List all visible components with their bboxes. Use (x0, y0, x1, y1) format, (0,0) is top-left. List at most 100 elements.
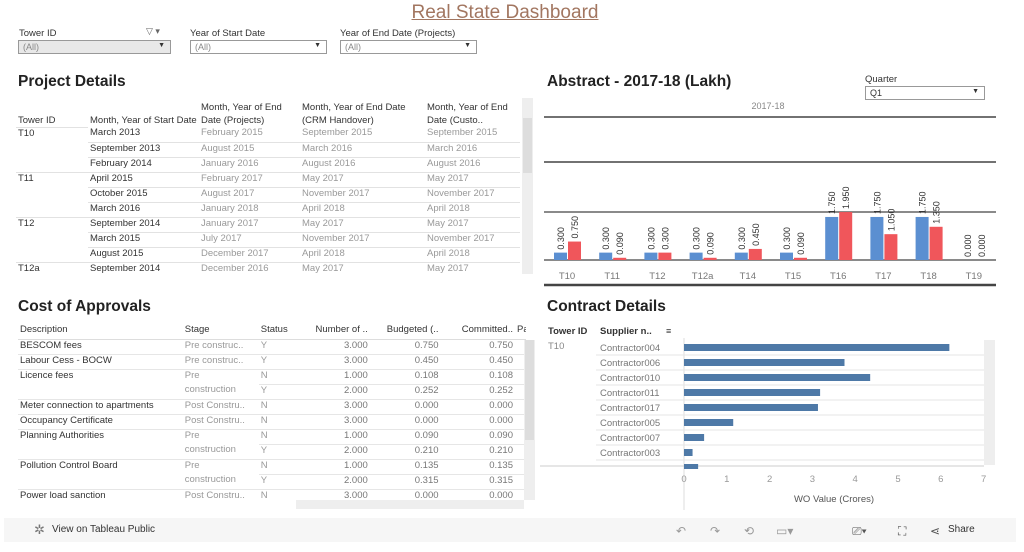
table-cell: Meter connection to apartments (18, 399, 183, 415)
table-cell: 0.252 (440, 384, 515, 400)
bar-T12a-1[interactable] (703, 257, 717, 260)
project-details-table[interactable]: Tower ID Month, Year of Start Date Month, … (16, 97, 520, 275)
bar-T11-0[interactable] (599, 252, 613, 260)
bar-Contractor017[interactable] (684, 404, 818, 411)
bar-T10-1[interactable] (568, 241, 581, 260)
table-row: September 2013 August 2015 March 2016 March… (16, 142, 520, 158)
cost-of-approvals-hscrollbar[interactable] (296, 500, 524, 509)
table-cell: Y (258, 474, 295, 490)
redo-icon[interactable]: ↷ (710, 524, 721, 538)
column-header[interactable]: Committed.. (440, 324, 515, 340)
bar-Contractor007[interactable] (684, 434, 705, 441)
bar-Contractor006[interactable] (684, 359, 845, 366)
bar-T17-0[interactable] (870, 216, 884, 260)
share-icon[interactable]: ⋖ (930, 524, 941, 538)
table-cell: July 2017 (199, 232, 300, 248)
bar-T18-0[interactable] (915, 216, 929, 260)
filter-value: Q1 (870, 88, 883, 98)
supplier-label: Contractor017 (600, 403, 660, 414)
bar-Contractor003[interactable] (684, 449, 693, 456)
filter-value: (All) (345, 42, 361, 52)
tower-id-filter[interactable]: (All) ▼ (18, 40, 171, 54)
table-cell: Pre construc.. (182, 354, 259, 370)
bar-T14-1[interactable] (748, 248, 762, 260)
column-header[interactable]: Month, Year of End Date (CRM Handover) (302, 102, 406, 126)
bar-T14-0[interactable] (734, 252, 748, 260)
project-details-scrollbar[interactable] (522, 98, 533, 274)
column-header[interactable]: Budgeted (.. (369, 324, 441, 340)
filter-funnel-icon[interactable]: ▽ ▾ (146, 26, 160, 36)
data-label: 1.750 (827, 191, 837, 214)
bar-Contractor001[interactable] (684, 464, 699, 469)
fullscreen-icon[interactable]: ⛶ (898, 524, 907, 538)
scrollbar[interactable] (984, 340, 995, 465)
refresh-icon[interactable]: ▭▾ (776, 524, 794, 538)
table-cell: Y (258, 354, 295, 370)
bar-T15-1[interactable] (794, 257, 807, 260)
share-button[interactable]: Share (948, 524, 975, 535)
bar-T16-1[interactable] (839, 212, 853, 260)
revert-icon[interactable]: ⟲ (744, 524, 755, 538)
table-cell: April 2018 (425, 247, 520, 263)
cost-of-approvals-scrollbar[interactable] (524, 340, 535, 500)
column-header[interactable]: Stage (182, 324, 259, 340)
table-cell: 3.000 (294, 399, 370, 415)
table-cell: August 2016 (300, 157, 425, 173)
table-cell: September 2013 (88, 142, 199, 158)
sort-icon[interactable]: ≡ (666, 326, 671, 336)
table-cell: 0.252 (369, 384, 441, 400)
chart-header: 2017-18 (751, 101, 784, 111)
column-header[interactable]: Description (18, 324, 183, 340)
x-axis-label: WO Value (Crores) (794, 494, 874, 505)
download-icon[interactable]: ⎚▾ (852, 524, 867, 538)
table-cell: April 2015 (88, 172, 199, 188)
end-year-filter[interactable]: (All) ▼ (340, 40, 477, 54)
table-cell: 0.135 (369, 459, 441, 475)
column-header[interactable]: Month, Year of End Date (Custo.. (427, 102, 508, 126)
data-label: 1.350 (932, 201, 942, 224)
bar-Contractor010[interactable] (684, 374, 871, 381)
view-on-tableau-link[interactable]: View on Tableau Public (52, 524, 156, 535)
bar-T12-1[interactable] (658, 252, 672, 260)
column-header[interactable]: Supplier n.. (600, 326, 652, 337)
undo-icon[interactable]: ↶ (676, 524, 687, 538)
x-tick-label: T16 (830, 271, 846, 282)
bar-T16-0[interactable] (825, 216, 839, 260)
scroll-thumb[interactable] (525, 340, 534, 440)
scroll-thumb[interactable] (523, 118, 532, 173)
bar-T15-0[interactable] (780, 252, 793, 260)
column-header[interactable]: Number of .. (294, 324, 370, 340)
table-cell (514, 474, 526, 490)
column-header[interactable]: Month, Year of End Date (Projects) (201, 102, 282, 126)
cost-of-approvals-title: Cost of Approvals (18, 298, 151, 315)
bar-Contractor005[interactable] (684, 419, 734, 426)
chevron-down-icon: ▼ (314, 42, 321, 49)
column-header[interactable]: Status (258, 324, 295, 340)
cost-of-approvals-table[interactable]: Description Stage Status Number of .. Budget… (18, 324, 526, 500)
table-row: BESCOM fees Pre construc.. Y 3.000 0.750 0.75… (18, 339, 526, 355)
table-cell: 0.750 (440, 339, 515, 355)
bar-T18-1[interactable] (929, 226, 943, 260)
table-cell: 0.090 (440, 429, 515, 445)
data-label: 0.090 (615, 232, 625, 255)
bar-Contractor004[interactable] (684, 344, 950, 351)
quarter-filter[interactable]: Q1 ▼ (865, 86, 985, 100)
table-cell: Y (258, 444, 295, 460)
column-header[interactable]: Paid (514, 324, 526, 340)
table-cell: 0.450 (440, 354, 515, 370)
column-header[interactable]: Tower ID (18, 114, 56, 126)
bar-T12a-0[interactable] (689, 252, 703, 260)
table-cell: 0.000 (440, 414, 515, 430)
bar-T12-0[interactable] (644, 252, 658, 260)
table-cell: 1.000 (294, 369, 370, 385)
contract-details-chart: Tower ID Supplier n.. ≡ T10 Contractor004 Con… (540, 326, 995, 510)
table-row: February 2014 January 2016 August 2016 Augu… (16, 157, 520, 173)
table-cell: 2.000 (294, 444, 370, 460)
column-header[interactable]: Month, Year of Start Date (90, 115, 197, 126)
table-cell: February 2017 (199, 172, 300, 188)
start-year-filter[interactable]: (All) ▼ (190, 40, 327, 54)
bar-Contractor011[interactable] (684, 389, 821, 396)
bar-T10-0[interactable] (554, 252, 567, 260)
bar-T17-1[interactable] (884, 234, 898, 260)
bar-T11-1[interactable] (613, 257, 627, 260)
